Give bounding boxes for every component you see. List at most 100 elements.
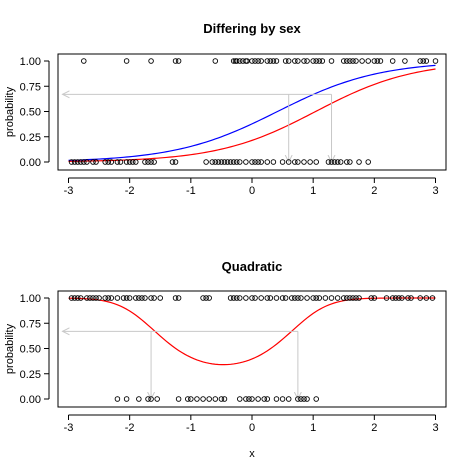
data-point bbox=[347, 295, 353, 301]
data-point bbox=[148, 159, 154, 165]
data-point bbox=[267, 58, 274, 64]
data-point bbox=[68, 295, 75, 301]
data-point bbox=[224, 159, 231, 165]
x-tick-label: 3 bbox=[432, 422, 438, 434]
data-point bbox=[258, 58, 264, 64]
chart-title: Quadratic bbox=[222, 259, 283, 274]
data-point bbox=[341, 58, 347, 64]
data-point bbox=[252, 58, 258, 64]
data-point bbox=[292, 58, 298, 64]
x-tick-label: -1 bbox=[186, 422, 196, 434]
data-point bbox=[252, 295, 258, 301]
data-point bbox=[365, 58, 371, 64]
data-point bbox=[212, 159, 219, 165]
data-point bbox=[261, 396, 267, 402]
data-point bbox=[172, 295, 179, 301]
probability-arrows bbox=[63, 331, 298, 399]
data-point bbox=[233, 58, 240, 64]
data-point bbox=[120, 295, 127, 301]
x-tick-label: -2 bbox=[125, 185, 135, 197]
x-tick-label: 2 bbox=[371, 422, 377, 434]
data-point bbox=[123, 295, 130, 301]
data-point bbox=[221, 159, 228, 165]
data-point bbox=[270, 159, 277, 165]
data-point bbox=[74, 295, 81, 301]
data-point bbox=[172, 58, 179, 64]
data-point bbox=[310, 295, 316, 301]
data-point bbox=[255, 159, 261, 165]
data-point bbox=[230, 159, 237, 165]
data-point bbox=[71, 295, 78, 301]
data-point bbox=[264, 58, 271, 64]
y-tick-label: 1.00 bbox=[20, 56, 41, 68]
data-point bbox=[206, 396, 212, 402]
data-point bbox=[377, 58, 384, 64]
data-point bbox=[389, 58, 396, 64]
y-tick-label: 0.25 bbox=[20, 132, 41, 144]
data-point bbox=[218, 396, 225, 402]
data-point bbox=[282, 58, 289, 64]
data-point bbox=[169, 159, 176, 165]
data-point bbox=[102, 159, 108, 165]
data-point bbox=[282, 295, 289, 301]
data-point bbox=[200, 295, 206, 301]
data-point bbox=[392, 295, 399, 301]
data-point bbox=[84, 159, 90, 165]
data-point bbox=[218, 159, 225, 165]
data-point bbox=[77, 159, 84, 165]
data-point bbox=[313, 396, 319, 402]
data-point bbox=[108, 295, 115, 301]
data-point bbox=[334, 295, 341, 301]
data-point bbox=[81, 159, 87, 165]
data-point bbox=[347, 58, 353, 64]
data-point bbox=[206, 295, 212, 301]
data-point bbox=[74, 159, 81, 165]
data-point bbox=[139, 295, 145, 301]
data-point bbox=[243, 159, 249, 165]
data-point bbox=[142, 159, 148, 165]
data-point bbox=[353, 295, 359, 301]
data-point bbox=[194, 396, 200, 402]
fitted-curve bbox=[68, 64, 436, 161]
data-point bbox=[200, 396, 206, 402]
y-axis: 0.00 0.25 0.50 0.75 1.00 bbox=[20, 56, 50, 169]
data-point bbox=[249, 396, 255, 402]
data-point bbox=[289, 295, 295, 301]
data-point bbox=[310, 58, 316, 64]
chart-title: Differing by sex bbox=[203, 21, 301, 36]
panel-quadratic: Quadratic probability x 0.00 0.25 0.50 0.75… bbox=[4, 259, 447, 460]
data-point bbox=[227, 159, 234, 165]
data-point bbox=[93, 159, 99, 165]
data-point bbox=[221, 396, 228, 402]
data-point bbox=[359, 58, 365, 64]
x-tick-label: 0 bbox=[249, 185, 255, 197]
data-point bbox=[374, 58, 381, 64]
data-point bbox=[123, 396, 130, 402]
data-point bbox=[93, 295, 99, 301]
data-point bbox=[301, 396, 307, 402]
data-point bbox=[328, 295, 335, 301]
data-point bbox=[334, 159, 341, 165]
data-point bbox=[371, 295, 378, 301]
data-point bbox=[252, 159, 258, 165]
data-point bbox=[399, 295, 405, 301]
data-point bbox=[279, 295, 286, 301]
data-point bbox=[396, 295, 402, 301]
data-point bbox=[148, 295, 154, 301]
data-point bbox=[295, 159, 301, 165]
data-point bbox=[237, 159, 243, 165]
x-tick-label: -3 bbox=[64, 422, 74, 434]
data-point bbox=[258, 295, 264, 301]
data-point bbox=[215, 159, 222, 165]
data-point bbox=[203, 295, 209, 301]
fitted-curves bbox=[68, 64, 436, 162]
y-axis: 0.00 0.25 0.50 0.75 1.00 bbox=[20, 293, 50, 406]
data-point bbox=[136, 295, 142, 301]
data-point bbox=[105, 295, 112, 301]
data-point bbox=[123, 159, 130, 165]
data-point bbox=[356, 295, 362, 301]
data-point bbox=[175, 295, 182, 301]
data-point bbox=[328, 159, 335, 165]
data-point bbox=[172, 159, 179, 165]
